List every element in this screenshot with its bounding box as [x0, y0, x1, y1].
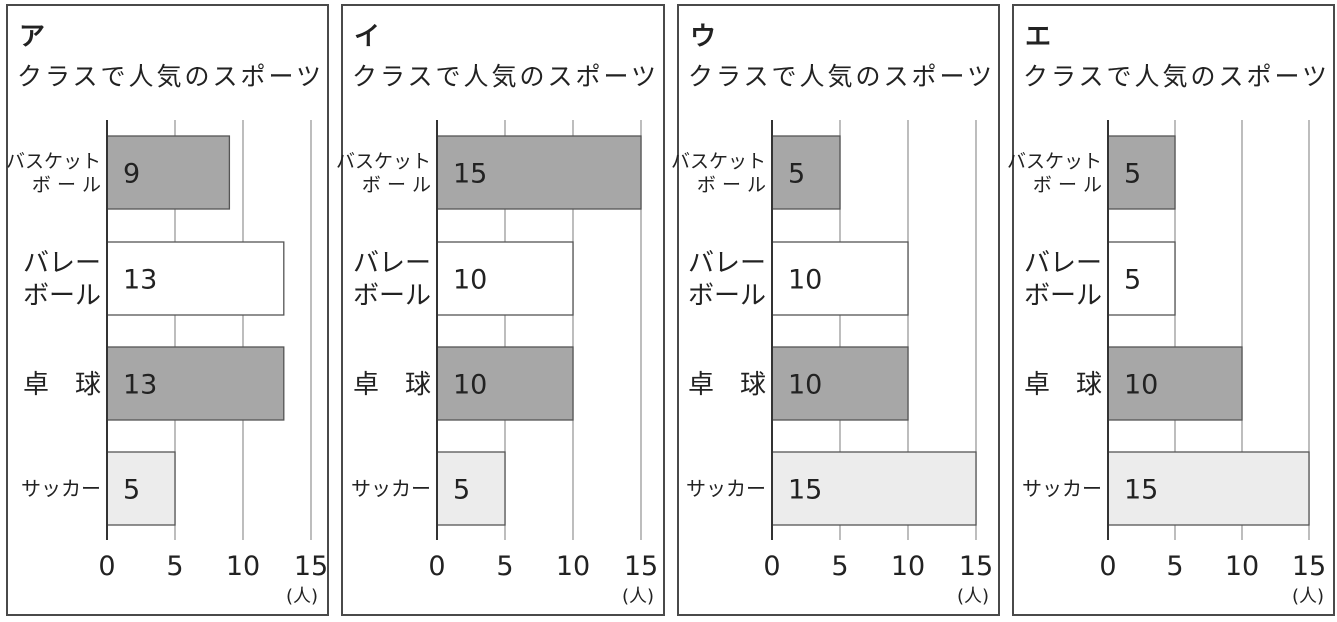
chart-title: クラスで人気のスポーツ [352, 62, 659, 91]
tick-label: 5 [1166, 551, 1183, 582]
category-label: 卓 球 [23, 370, 101, 400]
chart-title: クラスで人気のスポーツ [17, 62, 324, 91]
category-label: バレーボール [23, 249, 101, 312]
data-label: 10 [453, 265, 487, 296]
tick-label: 0 [98, 551, 115, 582]
data-label: 5 [453, 475, 470, 506]
category-label: 卓 球 [353, 370, 431, 400]
data-label: 13 [123, 265, 157, 296]
bar [436, 241, 574, 316]
data-label: 15 [453, 159, 487, 190]
panel-label: エ [1025, 22, 1051, 52]
data-label: 13 [123, 370, 157, 401]
unit-label: (人) [622, 586, 654, 607]
category-label: バスケットボ ー ル [671, 150, 766, 196]
panel-label: イ [354, 22, 380, 52]
tick-label: 5 [831, 551, 848, 582]
category-label: バレーボール [1024, 249, 1102, 312]
chart-title: クラスで人気のスポーツ [688, 62, 995, 91]
data-label: 5 [788, 159, 805, 190]
category-label: サッカー [1022, 477, 1102, 501]
category-label: バスケットボ ー ル [6, 150, 101, 196]
chart-title: クラスで人気のスポーツ [1023, 62, 1330, 91]
bar [771, 241, 909, 316]
data-label: 9 [123, 159, 140, 190]
category-label: 卓 球 [688, 370, 766, 400]
category-label: バスケットボ ー ル [336, 150, 431, 196]
bar [106, 135, 231, 210]
panel-label: ア [19, 22, 45, 52]
category-label: バレーボール [353, 249, 431, 312]
bar [771, 135, 841, 210]
bar [1107, 135, 1176, 210]
tick-label: 15 [959, 551, 993, 582]
unit-label: (人) [286, 586, 318, 607]
data-label: 15 [1124, 475, 1158, 506]
tick-label: 15 [294, 551, 328, 582]
bar [436, 451, 506, 526]
bar [436, 346, 574, 421]
unit-label: (人) [1292, 586, 1324, 607]
tick-label: 10 [226, 551, 260, 582]
panel-label: ウ [690, 22, 716, 52]
data-label: 15 [788, 475, 822, 506]
data-label: 5 [1124, 159, 1141, 190]
bar [436, 135, 642, 210]
tick-label: 0 [1099, 551, 1116, 582]
tick-label: 15 [624, 551, 658, 582]
bar [1107, 451, 1310, 526]
category-label: サッカー [686, 477, 766, 501]
data-label: 5 [1124, 265, 1141, 296]
data-label: 10 [788, 265, 822, 296]
category-label: サッカー [21, 477, 101, 501]
tick-label: 0 [428, 551, 445, 582]
category-label: バスケットボ ー ル [1007, 150, 1102, 196]
data-label: 10 [1124, 370, 1158, 401]
bar [771, 451, 977, 526]
data-label: 10 [788, 370, 822, 401]
bar [1107, 241, 1176, 316]
tick-label: 5 [166, 551, 183, 582]
tick-label: 0 [763, 551, 780, 582]
unit-label: (人) [957, 586, 989, 607]
tick-label: 5 [496, 551, 513, 582]
category-label: サッカー [351, 477, 431, 501]
data-label: 5 [123, 475, 140, 506]
bar [106, 346, 285, 421]
category-label: 卓 球 [1024, 370, 1102, 400]
tick-label: 10 [1225, 551, 1259, 582]
bar [106, 451, 176, 526]
tick-label: 10 [891, 551, 925, 582]
data-label: 10 [453, 370, 487, 401]
tick-label: 10 [556, 551, 590, 582]
category-label: バレーボール [688, 249, 766, 312]
bar [771, 346, 909, 421]
tick-label: 15 [1292, 551, 1326, 582]
